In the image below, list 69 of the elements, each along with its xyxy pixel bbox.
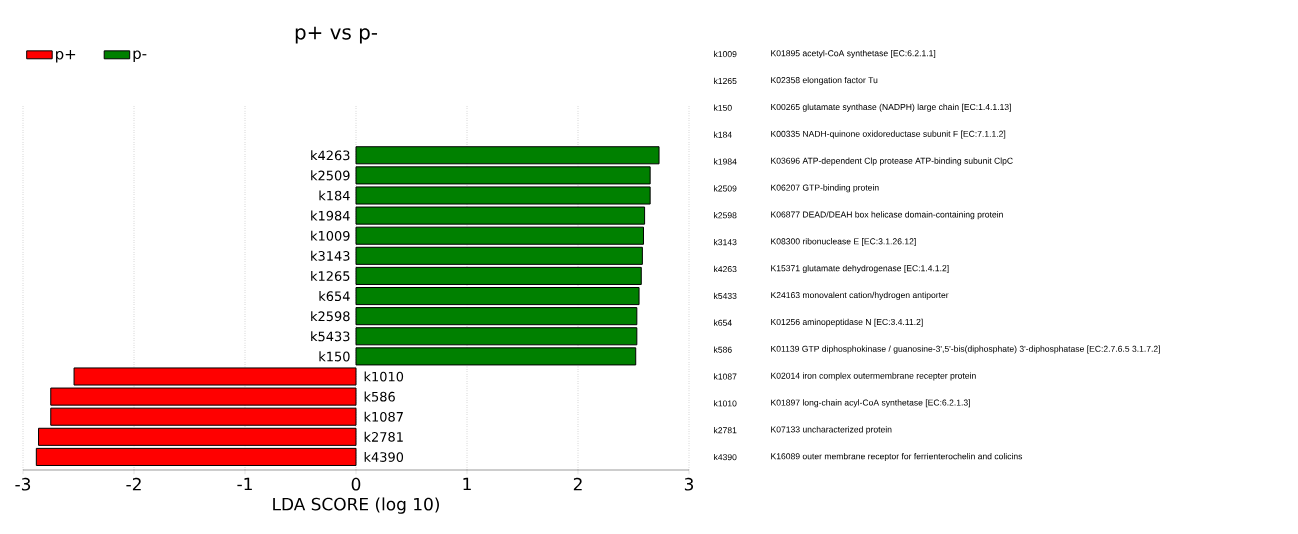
text: K00265 glutamate synthase (NADPH) large chain [EC:1.4.1.13] [771, 103, 1011, 112]
text: K08300 ribonuclease E [EC:3.1.26.12] [771, 238, 916, 247]
x-tick-label: -3 [15, 477, 31, 491]
text: k5433 [714, 292, 737, 299]
text: k150 [714, 104, 732, 111]
text: k586 [714, 346, 732, 353]
text: K24163 monovalent cation/hydrogen antiporter [771, 291, 949, 300]
x-axis-title: LDA SCORE (log 10) [273, 497, 439, 514]
bar [35, 447, 357, 466]
y-tick-label: k1265 [311, 270, 350, 281]
bar [355, 146, 660, 165]
text: k4390 [714, 453, 737, 461]
x-tick-label: -1 [237, 477, 252, 491]
bar [355, 266, 642, 285]
text: k4263 [714, 265, 737, 273]
text: k654 [714, 319, 732, 326]
bar [38, 427, 357, 446]
bar [355, 307, 638, 326]
x-tick-label: 2 [573, 477, 582, 491]
y-tick-label: k5433 [311, 331, 350, 342]
y-tick-label: k2781 [364, 431, 403, 442]
legend-label: p- [133, 50, 147, 62]
x-tick-label: -2 [126, 477, 141, 491]
y-tick-label: k1009 [311, 230, 350, 241]
text: K06207 GTP-binding protein [771, 184, 879, 193]
text: k1087 [714, 373, 737, 380]
text: K06877 DEAD/DEAH box helicase domain-containing protein [771, 211, 1003, 220]
text: K00335 NADH-quinone oxidoreductase subunit F [EC:7.1.1.2] [771, 130, 1006, 139]
y-tick-label: k4390 [364, 451, 404, 462]
y-tick-label: k1010 [364, 371, 404, 382]
x-tick-label: 1 [463, 477, 471, 491]
text: K15371 glutamate dehydrogenase [EC:1.4.1.2] [771, 264, 949, 273]
text: K16089 outer membrane receptor for ferrienterochelin and colicins [771, 453, 1023, 462]
y-tick-label: k184 [319, 190, 350, 201]
x-tick-label: 0 [351, 477, 361, 491]
y-tick-label: k4263 [311, 150, 350, 161]
legend-label: p+ [56, 49, 76, 63]
y-tick-label: k586 [364, 391, 395, 402]
y-tick-label: k2509 [311, 170, 350, 181]
y-tick-label: k654 [319, 291, 350, 302]
text: k3143 [714, 238, 737, 246]
text: k1265 [714, 77, 737, 85]
x-tick-label: 3 [684, 477, 694, 491]
text: K02014 iron complex outermembrane recepter protein [771, 372, 976, 381]
text: k1010 [714, 400, 737, 407]
text: K02358 elongation factor Tu [771, 76, 878, 85]
y-tick-label: k3143 [311, 250, 350, 261]
chart-title: p+ vs p- [295, 26, 378, 44]
text: K01897 long-chain acyl-CoA synthetase [EC:6.2.1.3] [771, 399, 970, 408]
bar [355, 287, 640, 306]
text: k184 [714, 131, 732, 138]
y-tick-label: k2598 [311, 311, 350, 322]
text: K07133 uncharacterized protein [771, 426, 892, 435]
text: k2509 [714, 185, 737, 192]
y-tick-label: k1984 [311, 210, 350, 221]
text: k1984 [714, 158, 737, 165]
bar [355, 246, 643, 265]
bar [50, 407, 357, 426]
text: K01895 acetyl-CoA synthetase [EC:6.2.1.1] [771, 50, 936, 58]
bar [355, 327, 638, 346]
text: K01256 aminopeptidase N [EC:3.4.11.2] [771, 318, 923, 327]
text: k2781 [714, 427, 737, 434]
y-tick-label: k150 [319, 351, 350, 362]
text: K03696 ATP-dependent Clp protease ATP-binding subunit ClpC [771, 157, 1013, 166]
bar [355, 226, 644, 245]
text: k2598 [714, 212, 737, 219]
text: K01139 GTP diphosphokinase / guanosine-3',5'-bis(diphosphate) 3'-diphosphatase [EC:2.7.6.5 3.1.7.2] [771, 345, 1160, 354]
text: k1009 [714, 50, 737, 58]
y-tick-label: k1087 [364, 411, 403, 422]
